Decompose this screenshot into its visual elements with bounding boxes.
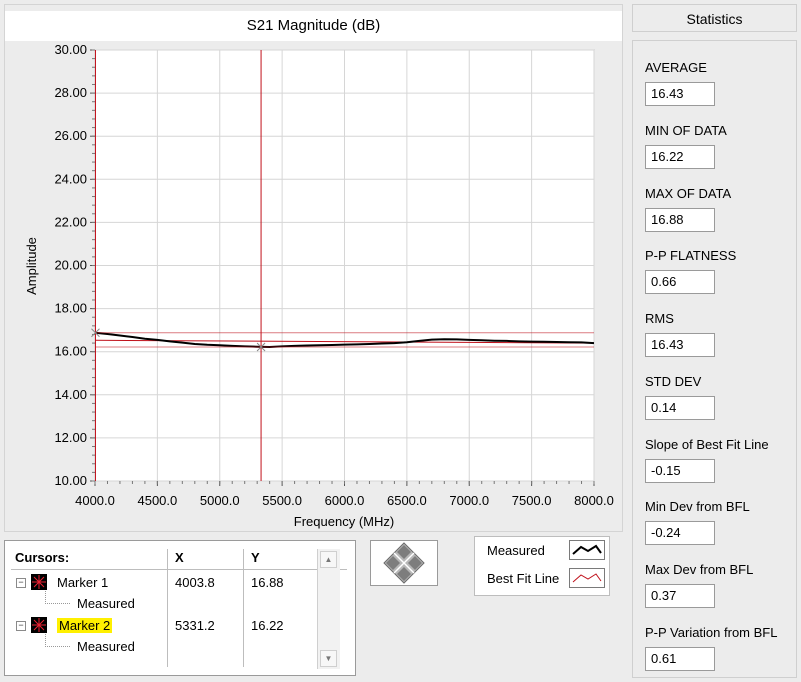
collapse-icon[interactable]: − — [16, 621, 26, 631]
stat-label-max-dev: Max Dev from BFL — [645, 562, 754, 577]
cursor-x-value: 4003.8 — [175, 575, 215, 590]
stat-value-max: 16.88 — [645, 208, 715, 232]
scroll-up-arrow-icon[interactable]: ▲ — [320, 551, 337, 568]
cursor-y-value: 16.22 — [251, 618, 284, 633]
measured-line-swatch-icon — [572, 544, 602, 555]
marker-cross-icon — [32, 575, 46, 589]
stat-value-average: 16.43 — [645, 82, 715, 106]
x-tick-label: 6000.0 — [325, 493, 365, 508]
cursor-table[interactable]: Cursors: X Y − Marker 1 4003.8 16.88 Mea… — [4, 540, 356, 676]
cursor-mover-control[interactable] — [370, 540, 438, 586]
legend-label-measured: Measured — [487, 543, 545, 558]
stat-label-max: MAX OF DATA — [645, 186, 732, 201]
cursor-name[interactable]: Marker 2 — [57, 618, 113, 633]
cursor-mover-diamond-icon[interactable] — [371, 541, 437, 585]
stat-label-min: MIN OF DATA — [645, 123, 727, 138]
y-tick-label: 30.00 — [54, 42, 87, 57]
stat-value-pp-variation: 0.61 — [645, 647, 715, 671]
stat-label-min-dev: Min Dev from BFL — [645, 499, 750, 514]
stat-label-rms: RMS — [645, 311, 674, 326]
cursor-plot-name: Measured — [77, 596, 135, 611]
stat-value-std-dev: 0.14 — [645, 396, 715, 420]
x-tick-label: 5000.0 — [200, 493, 240, 508]
stat-label-average: AVERAGE — [645, 60, 707, 75]
chart-svg[interactable]: 4000.0 4500.0 5000.0 5500.0 6000.0 6500.0 7000… — [0, 0, 801, 540]
x-tick-label: 7000.0 — [449, 493, 489, 508]
stat-label-slope: Slope of Best Fit Line — [645, 437, 769, 452]
y-tick-label: 20.00 — [54, 258, 87, 273]
tree-connector — [45, 634, 70, 647]
marker-cross-icon — [32, 618, 46, 632]
stat-value-max-dev: 0.37 — [645, 584, 715, 608]
stat-value-rms: 16.43 — [645, 333, 715, 357]
y-tick-label: 18.00 — [54, 301, 87, 316]
y-tick-label: 12.00 — [54, 430, 87, 445]
tree-connector — [45, 591, 70, 604]
legend-label-best-fit: Best Fit Line — [487, 571, 560, 586]
stat-value-slope: -0.15 — [645, 459, 715, 483]
best-fit-line-swatch-icon — [572, 573, 602, 583]
graph-title: S21 Magnitude (dB) — [5, 11, 622, 41]
x-tick-label: 7500.0 — [512, 493, 552, 508]
cursor-table-header-y: Y — [251, 550, 260, 565]
stat-label-pp-flatness: P-P FLATNESS — [645, 248, 737, 263]
cursor-plot-name: Measured — [77, 639, 135, 654]
stat-value-min: 16.22 — [645, 145, 715, 169]
x-tick-label: 8000.0 — [574, 493, 614, 508]
stat-value-min-dev: -0.24 — [645, 521, 715, 545]
statistics-panel: AVERAGE 16.43 MIN OF DATA 16.22 MAX OF D… — [632, 40, 797, 678]
collapse-icon[interactable]: − — [16, 578, 26, 588]
stat-label-std-dev: STD DEV — [645, 374, 702, 389]
y-tick-label: 16.00 — [54, 344, 87, 359]
column-divider — [167, 549, 168, 667]
cursor-point-1 — [91, 328, 100, 338]
cursor-y-value: 16.88 — [251, 575, 284, 590]
series-line-measured — [94, 331, 595, 348]
scroll-down-arrow-icon[interactable]: ▼ — [320, 650, 337, 667]
legend-swatch-best-fit[interactable] — [569, 568, 605, 588]
legend-swatch-measured[interactable] — [569, 540, 605, 560]
x-tick-label: 4500.0 — [137, 493, 177, 508]
column-divider — [243, 549, 244, 667]
x-tick-label: 6500.0 — [387, 493, 427, 508]
y-axis-label: Amplitude — [24, 237, 39, 295]
stat-value-pp-flatness: 0.66 — [645, 270, 715, 294]
plot-legend[interactable]: Measured Best Fit Line — [474, 536, 610, 596]
y-tick-label: 10.00 — [54, 473, 87, 488]
series-line-best-fit — [94, 339, 595, 344]
header-divider — [11, 569, 347, 570]
cursor-point-2 — [256, 342, 266, 352]
marker-icon — [31, 617, 47, 633]
stat-label-pp-variation: P-P Variation from BFL — [645, 625, 778, 640]
cursor-x-value: 5331.2 — [175, 618, 215, 633]
x-tick-label: 4000.0 — [75, 493, 115, 508]
cursor-table-scrollbar[interactable]: ▲ ▼ — [317, 549, 340, 669]
y-tick-label: 28.00 — [54, 85, 87, 100]
y-tick-label: 14.00 — [54, 387, 87, 402]
x-tick-label: 5500.0 — [262, 493, 302, 508]
x-axis-label: Frequency (MHz) — [294, 514, 394, 529]
cursor-table-header-x: X — [175, 550, 184, 565]
cursor-table-header-name: Cursors: — [15, 550, 70, 565]
y-tick-label: 24.00 — [54, 171, 87, 186]
statistics-header: Statistics — [632, 4, 797, 32]
marker-icon — [31, 574, 47, 590]
cursor-name[interactable]: Marker 1 — [57, 575, 109, 590]
y-tick-label: 22.00 — [54, 214, 87, 229]
y-tick-label: 26.00 — [54, 128, 87, 143]
